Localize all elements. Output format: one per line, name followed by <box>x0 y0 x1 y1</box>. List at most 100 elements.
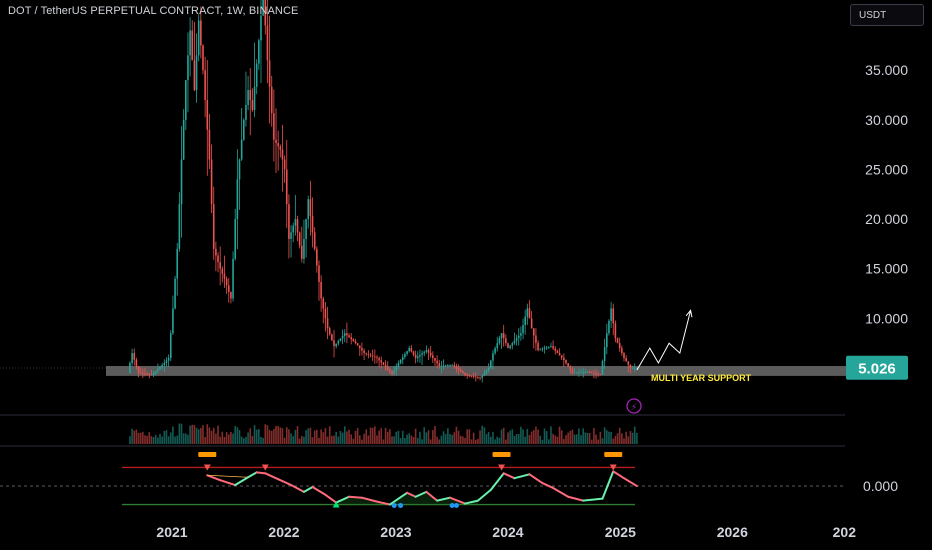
volume-bar <box>517 434 520 444</box>
volume-bar <box>447 428 449 444</box>
oscillator-line <box>464 499 479 505</box>
candle <box>548 346 550 348</box>
candle <box>307 199 310 220</box>
volume-bar <box>322 432 325 444</box>
candle <box>601 361 604 375</box>
candle <box>386 367 389 370</box>
sell-marker[interactable] <box>261 464 269 471</box>
candle <box>517 335 520 339</box>
candle <box>150 374 153 376</box>
candle <box>401 357 404 361</box>
volume-bar <box>191 424 194 444</box>
volume-bar <box>174 436 176 444</box>
oscillator-line <box>502 472 516 480</box>
buy-marker[interactable] <box>332 501 340 508</box>
volume-bar <box>165 430 168 444</box>
candle <box>558 353 561 356</box>
candle <box>356 343 359 346</box>
volume-bar <box>565 435 567 444</box>
volume-bar <box>612 438 615 444</box>
volume-bar <box>399 438 402 444</box>
sell-marker[interactable] <box>498 464 506 471</box>
candle <box>618 343 621 349</box>
candle <box>288 204 290 239</box>
volume-bar <box>150 436 153 444</box>
candle <box>397 363 400 367</box>
candle <box>157 368 159 371</box>
volume-bar <box>283 437 286 444</box>
candle <box>326 318 329 329</box>
candle <box>371 355 374 357</box>
candle <box>348 335 350 338</box>
candle <box>610 308 612 321</box>
candle <box>560 355 563 358</box>
volume-bar <box>481 425 484 444</box>
candle <box>612 308 615 324</box>
candle <box>311 215 314 233</box>
dot-marker[interactable] <box>449 503 455 509</box>
candle <box>185 80 187 120</box>
candle <box>380 360 383 363</box>
volume-bar <box>270 430 273 444</box>
candle <box>142 373 144 375</box>
volume-bar <box>492 431 494 444</box>
candle <box>614 323 617 339</box>
sell-marker[interactable] <box>203 464 211 471</box>
candle <box>176 248 179 279</box>
volume-bar <box>614 435 617 444</box>
volume-bar <box>240 436 243 444</box>
candle <box>474 376 477 378</box>
dot-marker[interactable] <box>453 503 459 509</box>
candle <box>236 179 239 220</box>
candle <box>210 159 213 205</box>
signal-flag[interactable] <box>198 452 217 457</box>
volume-bar <box>328 426 331 444</box>
dot-marker[interactable] <box>398 503 404 509</box>
volume-bar <box>212 427 215 444</box>
candle <box>391 371 393 374</box>
volume-bar <box>361 439 363 444</box>
volume-bar <box>152 437 155 444</box>
candle <box>258 40 260 64</box>
volume-bar <box>296 426 299 444</box>
candle <box>436 360 438 364</box>
volume-bar <box>331 435 333 444</box>
volume-bar <box>552 433 554 444</box>
oscillator-line <box>436 496 452 502</box>
candle <box>537 342 539 351</box>
candle <box>588 371 591 373</box>
candle <box>234 219 237 259</box>
signal-flag[interactable] <box>604 452 623 457</box>
volume-bar <box>520 426 522 444</box>
candle <box>161 364 163 367</box>
volume-bar <box>558 426 561 444</box>
volume-bar <box>406 434 408 444</box>
candle <box>567 363 569 367</box>
candle <box>358 345 361 349</box>
volume-bar <box>487 432 490 444</box>
candle <box>464 373 466 375</box>
candle <box>300 245 303 259</box>
candle <box>374 356 376 358</box>
price-tick-label: 25.000 <box>865 161 908 177</box>
volume-bar <box>146 435 148 444</box>
oscillator-line <box>552 486 570 498</box>
oscillator-line <box>414 490 428 498</box>
event-icon[interactable] <box>626 398 642 414</box>
volume-bar <box>459 435 462 444</box>
candle <box>129 363 131 373</box>
currency-selector[interactable]: USDT <box>850 4 924 26</box>
volume-bar <box>200 428 202 444</box>
candle <box>303 238 305 259</box>
candle <box>419 354 421 357</box>
volume-bar <box>408 433 410 444</box>
candle <box>500 333 503 339</box>
candle <box>376 357 378 359</box>
candle <box>492 353 494 361</box>
volume-bar <box>376 435 378 444</box>
sell-marker[interactable] <box>609 464 617 471</box>
dot-marker[interactable] <box>391 503 397 509</box>
signal-flag[interactable] <box>492 452 511 457</box>
volume-bar <box>219 436 221 444</box>
